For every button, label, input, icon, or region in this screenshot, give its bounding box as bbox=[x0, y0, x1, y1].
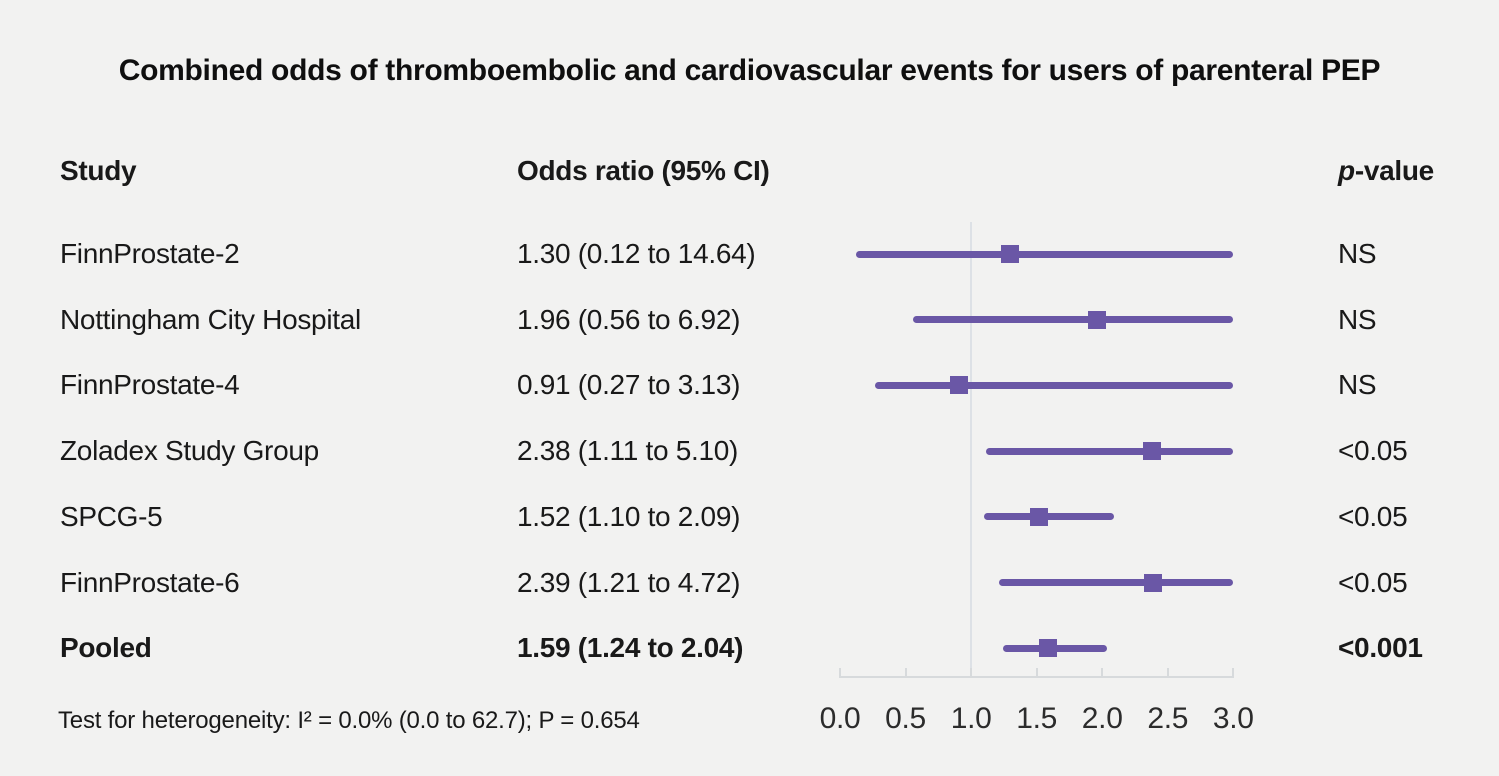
heterogeneity-note: Test for heterogeneity: I² = 0.0% (0.0 t… bbox=[58, 707, 640, 734]
p-value: <0.001 bbox=[1338, 632, 1423, 664]
odds-ratio-value: 2.39 (1.21 to 4.72) bbox=[517, 566, 741, 598]
axis-tick bbox=[1035, 668, 1038, 676]
figure-title: Combined odds of thromboembolic and card… bbox=[118, 54, 1381, 87]
study-label: SPCG-5 bbox=[60, 500, 163, 532]
axis-tick-label: 2.5 bbox=[1147, 702, 1189, 735]
column-header-p-value: p-value bbox=[1338, 155, 1434, 187]
or-marker bbox=[1087, 310, 1106, 329]
study-label: FinnProstate-4 bbox=[60, 369, 240, 401]
axis-tick bbox=[1101, 668, 1104, 676]
or-marker bbox=[1144, 573, 1163, 592]
axis-tick bbox=[904, 668, 907, 676]
odds-ratio-value: 1.96 (0.56 to 6.92) bbox=[517, 303, 741, 335]
axis-tick bbox=[1166, 668, 1169, 676]
or-marker bbox=[1030, 507, 1049, 526]
odds-ratio-value: 1.52 (1.10 to 2.09) bbox=[517, 500, 741, 532]
study-label: Nottingham City Hospital bbox=[60, 303, 361, 335]
column-header-odds-ratio: Odds ratio (95% CI) bbox=[517, 155, 770, 186]
ci-line bbox=[875, 381, 1234, 389]
ci-line bbox=[985, 447, 1234, 455]
p-value-italic-p: p bbox=[1338, 155, 1355, 186]
axis-tick-label: 0.0 bbox=[819, 702, 861, 735]
reference-line-or-1 bbox=[970, 222, 973, 672]
p-value: NS bbox=[1338, 238, 1377, 269]
axis-tick bbox=[970, 668, 973, 676]
odds-ratio-value: 2.38 (1.11 to 5.10) bbox=[517, 435, 739, 467]
axis-tick-label: 1.5 bbox=[1016, 702, 1058, 735]
axis-tick bbox=[1232, 668, 1235, 676]
ci-line bbox=[984, 513, 1114, 521]
axis-tick-label: 3.0 bbox=[1212, 702, 1254, 735]
ci-line bbox=[913, 316, 1234, 324]
ci-line bbox=[855, 250, 1234, 258]
study-label: Pooled bbox=[60, 632, 152, 664]
study-label: FinnProstate-6 bbox=[60, 566, 240, 598]
p-value: <0.05 bbox=[1338, 566, 1408, 598]
axis-tick bbox=[839, 668, 841, 676]
axis-tick-label: 1.0 bbox=[950, 702, 992, 735]
p-value: NS bbox=[1338, 369, 1377, 401]
or-marker bbox=[1039, 639, 1058, 658]
x-axis-line bbox=[839, 676, 1235, 678]
odds-ratio-value: 1.30 (0.12 to 14.64) bbox=[517, 238, 756, 269]
or-marker bbox=[1143, 442, 1162, 461]
study-label: Zoladex Study Group bbox=[60, 435, 319, 467]
or-marker bbox=[950, 376, 969, 395]
odds-ratio-value: 1.59 (1.24 to 2.04) bbox=[517, 632, 744, 664]
p-value-rest: -value bbox=[1354, 155, 1434, 186]
or-marker bbox=[1001, 245, 1020, 263]
p-value: <0.05 bbox=[1338, 500, 1408, 532]
column-header-study: Study bbox=[60, 155, 137, 186]
ci-line bbox=[998, 579, 1234, 586]
study-label: FinnProstate-2 bbox=[60, 238, 240, 269]
p-value: <0.05 bbox=[1338, 435, 1408, 467]
p-value: NS bbox=[1338, 303, 1377, 335]
axis-tick-label: 0.5 bbox=[885, 702, 926, 735]
axis-tick-label: 2.0 bbox=[1081, 702, 1123, 735]
odds-ratio-value: 0.91 (0.27 to 3.13) bbox=[517, 369, 741, 401]
